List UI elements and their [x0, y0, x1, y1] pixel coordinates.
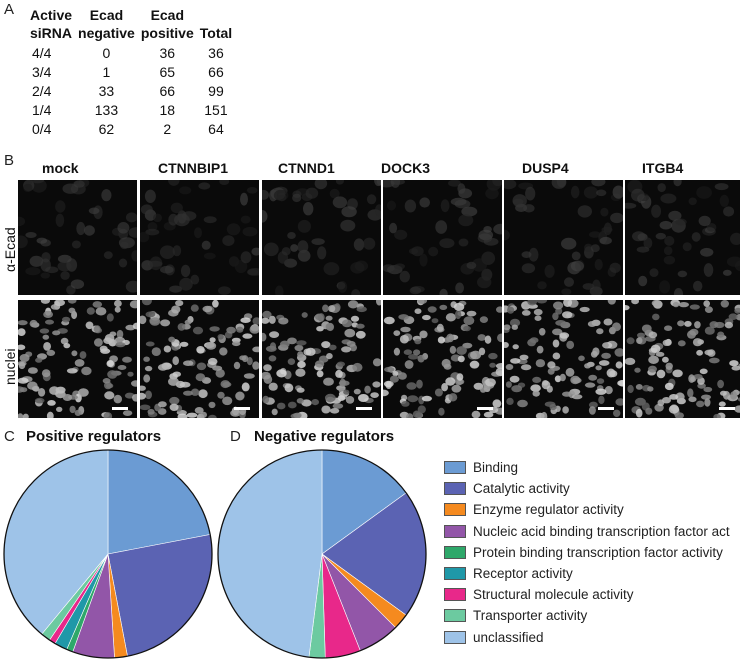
legend-item: Receptor activity [444, 563, 730, 584]
nuclei-image-ctnnd1 [262, 300, 381, 418]
table-cell: 2/4 [32, 83, 52, 99]
table-row: 4/4 0 36 36 [30, 44, 238, 63]
scale-bar [719, 407, 735, 410]
nuclei-image-dock3 [383, 300, 502, 418]
column-label-dock3: DOCK3 [381, 160, 431, 176]
table-cell: 2 [163, 121, 172, 137]
legend-swatch [444, 503, 466, 517]
header-ecad-positive: Ecad positive [140, 7, 194, 41]
legend-label: Enzyme regulator activity [473, 502, 624, 518]
pie-outline [3, 449, 213, 659]
panel-label-a: A [4, 1, 15, 18]
pie-chart-positive-regulators [3, 449, 213, 659]
legend-label: Binding [473, 460, 519, 476]
ecad-image-ctnnbip1 [140, 180, 259, 295]
table-cell: 4/4 [32, 45, 52, 61]
legend-item: Nucleic acid binding transcription facto… [444, 521, 730, 542]
legend-label: Nucleic acid binding transcription facto… [473, 523, 730, 539]
legend-swatch [444, 567, 466, 581]
header-active-sirna: Active siRNA [30, 7, 73, 41]
legend-item: unclassified [444, 627, 730, 648]
legend-label: Transporter activity [473, 608, 588, 624]
legend-swatch [444, 524, 466, 538]
table-cell: 36 [159, 45, 176, 61]
legend-label: Catalytic activity [473, 481, 570, 497]
column-label-ctnnbip1: CTNNBIP1 [158, 160, 229, 176]
legend-swatch [444, 461, 466, 475]
scale-bar [477, 407, 493, 410]
legend-label: Protein binding transcription factor act… [473, 544, 723, 560]
panel-label-c: C [4, 428, 15, 445]
legend-item: Enzyme regulator activity [444, 499, 730, 520]
legend-item: Catalytic activity [444, 478, 730, 499]
table-cell: 36 [208, 45, 224, 61]
table-cell: 0 [102, 45, 111, 61]
pie-chart-negative-regulators [217, 449, 427, 659]
legend-swatch [444, 609, 466, 623]
table-row: 0/4 62 2 64 [30, 120, 238, 139]
pie-title-positive: Positive regulators [26, 428, 162, 445]
legend-swatch [444, 545, 466, 559]
nuclei-image-itgb4 [625, 300, 740, 418]
nuclei-image-mock [18, 300, 137, 418]
table-cell: 133 [94, 102, 119, 118]
legend-label: Receptor activity [473, 566, 573, 582]
legend-swatch [444, 630, 466, 644]
panel-label-d: D [230, 428, 241, 445]
table-cell: 66 [208, 64, 224, 80]
table-cell: 1/4 [32, 102, 52, 118]
table-cell: 62 [98, 121, 115, 137]
scale-bar [598, 407, 614, 410]
legend-item: Protein binding transcription factor act… [444, 542, 730, 563]
column-label-dusp4: DUSP4 [522, 160, 569, 176]
legend-swatch [444, 482, 466, 496]
table-cell: 33 [98, 83, 115, 99]
ecad-image-mock [18, 180, 137, 295]
header-total: Total [199, 25, 233, 41]
table-row: 3/4 1 65 66 [30, 63, 238, 82]
table-cell: 3/4 [32, 64, 52, 80]
legend-label: unclassified [473, 629, 544, 645]
table-cell: 65 [159, 64, 176, 80]
scale-bar [234, 407, 250, 410]
table-cell: 66 [159, 83, 176, 99]
ecad-image-ctnnd1 [262, 180, 381, 295]
panel-label-b: B [4, 152, 15, 169]
table-cell: 151 [204, 102, 228, 118]
ecad-image-dock3 [383, 180, 502, 295]
pie-outline [217, 449, 427, 659]
table-cell: 1 [102, 64, 111, 80]
table-cell: 0/4 [32, 121, 52, 137]
siRNA-count-table: Active siRNA Ecad negative Ecad positive To… [30, 6, 238, 139]
pie-legend: Binding Catalytic activity Enzyme regulato… [444, 457, 730, 648]
scale-bar [112, 407, 128, 410]
column-label-mock: mock [42, 160, 79, 176]
table-header-row: Active siRNA Ecad negative Ecad positive To… [30, 6, 238, 44]
row-label-ecad: α-Ecad [2, 227, 18, 272]
table-cell: 18 [159, 102, 176, 118]
legend-swatch [444, 588, 466, 602]
scale-bar [356, 407, 372, 410]
legend-label: Structural molecule activity [473, 587, 634, 603]
legend-item: Binding [444, 457, 730, 478]
column-label-itgb4: ITGB4 [642, 160, 684, 176]
legend-item: Transporter activity [444, 605, 730, 626]
nuclei-image-dusp4 [504, 300, 623, 418]
header-ecad-negative: Ecad negative [78, 7, 135, 41]
row-label-nuclei: nuclei [2, 348, 18, 385]
pie-slice-unclassified [217, 449, 323, 658]
legend-item: Structural molecule activity [444, 584, 730, 605]
column-label-ctnnd1: CTNND1 [278, 160, 335, 176]
table-cell: 64 [208, 121, 224, 137]
pie-title-negative: Negative regulators [254, 428, 395, 445]
table-row: 1/4 133 18 151 [30, 101, 238, 120]
table-cell: 99 [208, 83, 224, 99]
ecad-image-itgb4 [625, 180, 740, 295]
table-row: 2/4 33 66 99 [30, 82, 238, 101]
ecad-image-dusp4 [504, 180, 623, 295]
nuclei-image-ctnnbip1 [140, 300, 259, 418]
